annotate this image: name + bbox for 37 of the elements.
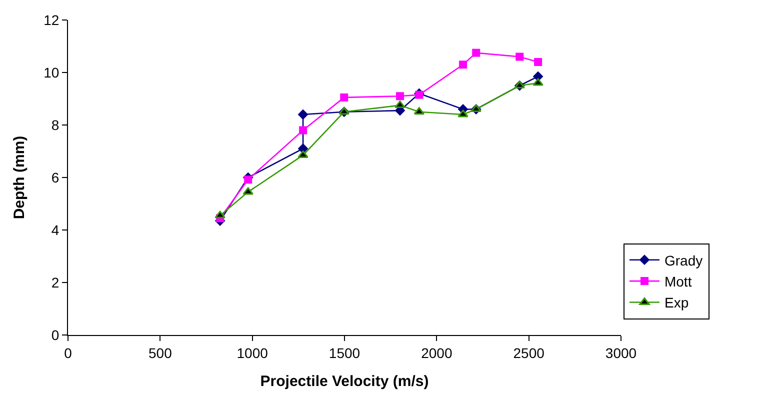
legend-label: Exp xyxy=(664,294,689,311)
point xyxy=(534,58,542,66)
y-tick-label: 2 xyxy=(51,274,60,290)
x-tick-label: 2500 xyxy=(513,344,545,361)
point xyxy=(396,92,404,100)
point xyxy=(340,93,348,102)
y-tick-label: 4 xyxy=(51,222,60,238)
x-axis-title: Projectile Velocity (m/s) xyxy=(260,372,429,390)
x-tick-label: 3000 xyxy=(605,344,637,361)
point xyxy=(516,52,524,61)
point xyxy=(514,80,525,88)
point xyxy=(242,187,254,195)
point xyxy=(459,60,468,69)
point xyxy=(415,90,424,99)
point xyxy=(338,107,350,115)
y-tick-label: 10 xyxy=(44,64,60,80)
point xyxy=(299,126,308,134)
y-tick-label: 0 xyxy=(51,326,60,343)
y-tick-label: 12 xyxy=(44,12,60,28)
point xyxy=(394,100,406,108)
x-tick-label: 2000 xyxy=(421,344,452,361)
x-tick-label: 1000 xyxy=(236,344,268,361)
point xyxy=(532,78,544,86)
x-tick-label: 0 xyxy=(64,344,72,361)
legend-label: Mott xyxy=(664,274,692,290)
point xyxy=(214,210,226,218)
point xyxy=(298,109,308,120)
legend-label: Grady xyxy=(664,252,703,268)
point xyxy=(458,110,468,118)
x-tick-label: 1500 xyxy=(328,344,360,361)
point xyxy=(472,48,480,57)
y-axis-title: Depth (mm) xyxy=(10,136,28,220)
y-tick-label: 8 xyxy=(51,116,60,133)
point xyxy=(298,150,308,158)
point xyxy=(244,176,252,184)
y-tick-label: 6 xyxy=(51,169,60,186)
x-tick-label: 500 xyxy=(148,344,172,361)
